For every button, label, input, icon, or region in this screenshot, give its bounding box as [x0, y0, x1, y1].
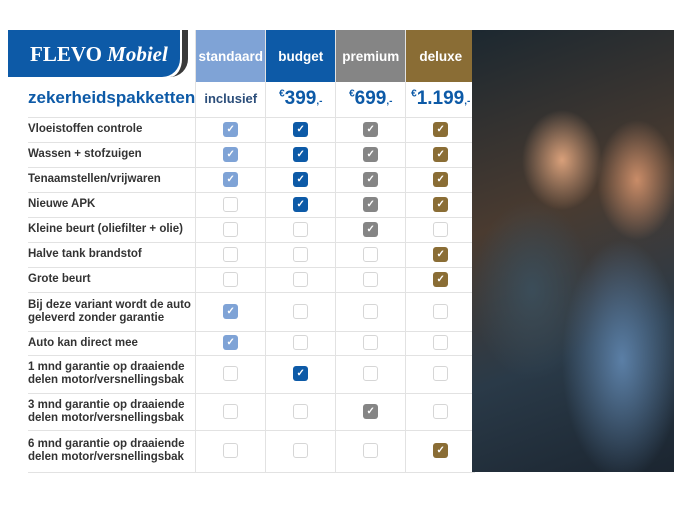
feature-label: Kleine beurt (oliefilter + olie) — [28, 217, 196, 243]
feature-row: Tenaamstellen/vrijwaren ✓ ✓ ✓ ✓ — [28, 167, 476, 193]
couple-in-car-photo — [472, 30, 674, 472]
checked-checkbox-icon: ✓ — [293, 121, 309, 137]
checked-checkbox-icon: ✓ — [293, 366, 309, 382]
feature-row: Nieuwe APK ✓ ✓ ✓ — [28, 192, 476, 218]
feature-row: Bij deze variant wordt de auto geleverd … — [28, 292, 476, 332]
empty-checkbox-icon — [223, 366, 239, 382]
checked-checkbox-icon: ✓ — [223, 335, 239, 351]
price-value: 1.199 — [416, 88, 465, 110]
checked-checkbox-icon: ✓ — [293, 196, 309, 212]
logo-brand: FLEVO — [30, 42, 102, 66]
feature-row: Halve tank brandstof ✓ — [28, 242, 476, 268]
checked-checkbox-icon: ✓ — [433, 246, 449, 262]
price-budget: €399,- — [265, 82, 336, 118]
feature-label: Bij deze variant wordt de auto geleverd … — [28, 292, 196, 332]
feature-label: Auto kan direct mee — [28, 331, 196, 356]
checked-checkbox-icon: ✓ — [433, 196, 449, 212]
price-suffix: ,- — [386, 96, 393, 108]
checked-checkbox-icon: ✓ — [363, 221, 379, 237]
checked-checkbox-icon: ✓ — [223, 146, 239, 162]
feature-row: Vloeistoffen controle ✓ ✓ ✓ ✓ — [28, 117, 476, 143]
empty-checkbox-icon — [223, 443, 239, 459]
price-value: 699 — [354, 88, 387, 110]
feature-label: 6 mnd garantie op draaiende delen motor/… — [28, 430, 196, 473]
feature-label: Vloeistoffen controle — [28, 117, 196, 143]
checked-checkbox-icon: ✓ — [433, 443, 449, 459]
feature-row: Wassen + stofzuigen ✓ ✓ ✓ ✓ — [28, 142, 476, 168]
checked-checkbox-icon: ✓ — [433, 271, 449, 287]
column-header-budget: budget — [265, 30, 336, 82]
logo-swoosh — [170, 30, 188, 77]
empty-checkbox-icon — [223, 271, 239, 287]
feature-row: Auto kan direct mee ✓ — [28, 331, 476, 356]
checked-checkbox-icon: ✓ — [223, 171, 239, 187]
feature-label: Tenaamstellen/vrijwaren — [28, 167, 196, 193]
empty-checkbox-icon — [223, 196, 239, 212]
page-title: zekerheidspakketten — [28, 88, 196, 108]
empty-checkbox-icon — [363, 271, 379, 287]
feature-label: 1 mnd garantie op draaiende delen motor/… — [28, 355, 196, 394]
feature-label: Nieuwe APK — [28, 192, 196, 218]
feature-label: Grote beurt — [28, 267, 196, 293]
empty-checkbox-icon — [433, 335, 449, 351]
empty-checkbox-icon — [293, 221, 309, 237]
price-value: 399 — [284, 88, 317, 110]
empty-checkbox-icon — [363, 246, 379, 262]
checked-checkbox-icon: ✓ — [363, 196, 379, 212]
checked-checkbox-icon: ✓ — [223, 121, 239, 137]
checked-checkbox-icon: ✓ — [223, 303, 239, 319]
feature-label: Halve tank brandstof — [28, 242, 196, 268]
empty-checkbox-icon — [433, 366, 449, 382]
checked-checkbox-icon: ✓ — [433, 121, 449, 137]
feature-row: 1 mnd garantie op draaiende delen motor/… — [28, 355, 476, 394]
checked-checkbox-icon: ✓ — [363, 171, 379, 187]
checked-checkbox-icon: ✓ — [363, 403, 379, 419]
empty-checkbox-icon — [363, 443, 379, 459]
empty-checkbox-icon — [363, 335, 379, 351]
checked-checkbox-icon: ✓ — [293, 171, 309, 187]
column-header-standaard: standaard — [195, 30, 266, 82]
price-value: inclusief — [204, 91, 258, 107]
price-row: zekerheidspakketten inclusief €399,- €699,… — [28, 82, 476, 118]
empty-checkbox-icon — [223, 246, 239, 262]
empty-checkbox-icon — [363, 366, 379, 382]
feature-label: 3 mnd garantie op draaiende delen motor/… — [28, 393, 196, 431]
feature-row: 6 mnd garantie op draaiende delen motor/… — [28, 430, 476, 473]
checked-checkbox-icon: ✓ — [433, 171, 449, 187]
currency: € — [279, 88, 285, 100]
feature-row: Grote beurt ✓ — [28, 267, 476, 293]
feature-row: 3 mnd garantie op draaiende delen motor/… — [28, 393, 476, 431]
price-suffix: ,- — [316, 96, 323, 108]
currency: € — [411, 88, 417, 100]
column-header-deluxe: deluxe — [405, 30, 476, 82]
empty-checkbox-icon — [433, 303, 449, 319]
empty-checkbox-icon — [293, 303, 309, 319]
empty-checkbox-icon — [223, 221, 239, 237]
empty-checkbox-icon — [293, 271, 309, 287]
header-row: standaard budget premium deluxe — [28, 30, 476, 82]
price-premium: €699,- — [335, 82, 406, 118]
price-standaard: inclusief — [195, 82, 266, 118]
logo-brand-italic: Mobiel — [107, 42, 168, 66]
checked-checkbox-icon: ✓ — [363, 146, 379, 162]
empty-checkbox-icon — [293, 335, 309, 351]
currency: € — [349, 88, 355, 100]
flevo-mobiel-logo: FLEVO Mobiel — [8, 30, 180, 77]
feature-label: Wassen + stofzuigen — [28, 142, 196, 168]
empty-checkbox-icon — [223, 403, 239, 419]
empty-checkbox-icon — [433, 403, 449, 419]
package-comparison-table: standaard budget premium deluxe zekerheidsp… — [28, 30, 476, 473]
checked-checkbox-icon: ✓ — [293, 146, 309, 162]
price-deluxe: €1.199,- — [405, 82, 476, 118]
column-header-premium: premium — [335, 30, 406, 82]
feature-row: Kleine beurt (oliefilter + olie) ✓ — [28, 217, 476, 243]
empty-checkbox-icon — [293, 403, 309, 419]
empty-checkbox-icon — [433, 221, 449, 237]
empty-checkbox-icon — [293, 443, 309, 459]
price-suffix: ,- — [464, 96, 471, 108]
checked-checkbox-icon: ✓ — [433, 146, 449, 162]
checked-checkbox-icon: ✓ — [363, 121, 379, 137]
empty-checkbox-icon — [363, 303, 379, 319]
empty-checkbox-icon — [293, 246, 309, 262]
